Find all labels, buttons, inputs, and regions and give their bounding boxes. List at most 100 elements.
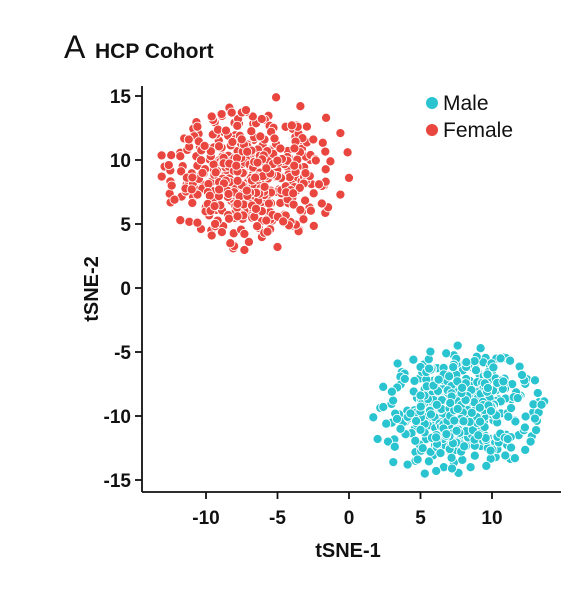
data-point-female [335,128,346,139]
data-point-male [410,435,421,446]
data-point-female [156,171,167,182]
data-point-female [289,143,300,154]
data-point-female [317,137,328,148]
data-point-male [392,358,403,369]
y-tick-label: 15 [110,87,132,108]
data-point-male [465,462,476,473]
data-point-male [466,407,477,418]
data-point-male [503,411,514,422]
data-point-female [186,184,197,195]
data-point-female [232,120,243,131]
data-point-female [236,134,247,145]
data-point-male [446,452,457,463]
data-point-male [415,424,426,435]
data-point-female [216,227,227,238]
data-point-male [415,401,426,412]
data-point-female [295,101,306,112]
data-point-male [431,432,442,443]
data-point-male [382,436,394,447]
data-point-female [252,221,263,232]
data-point-male [435,448,446,459]
data-point-female [320,146,331,157]
data-point-male [445,397,456,409]
data-point-female [204,190,215,201]
data-point-male [372,433,383,445]
data-point-male [419,468,430,479]
data-point-male [495,353,506,364]
data-point-female [227,136,238,148]
data-point-female [175,151,186,162]
data-point-male [395,423,406,434]
data-point-male [378,381,389,392]
data-point-male [525,436,536,447]
data-point-male [520,411,531,422]
data-point-female [305,205,316,216]
data-point-male [506,442,517,453]
data-point-female [199,140,210,151]
data-point-male [441,429,452,440]
data-point-male [505,355,516,366]
data-point-male [506,403,517,414]
data-point-male [529,375,541,386]
data-point-female [275,143,286,154]
data-point-female [269,133,280,144]
panel-letter: A [64,29,86,65]
x-ticks: -10 -5 0 5 10 [192,492,503,529]
data-point-male [498,376,509,387]
data-point-female [205,146,216,157]
data-point-male [532,387,543,399]
data-point-female [308,220,319,231]
data-point-male [536,399,547,410]
data-point-female [241,185,252,196]
data-point-male [512,393,523,404]
data-point-female [320,164,331,175]
x-tick-label: 5 [415,508,426,529]
data-point-male [409,375,420,386]
data-point-male [500,450,511,461]
data-point-male [482,369,493,380]
data-point-male [510,416,521,427]
data-point-female [308,188,319,199]
data-point-male [424,363,435,374]
data-point-male [459,441,470,452]
data-point-male [485,405,497,417]
legend: Male Female [426,92,513,142]
x-tick-label: -10 [192,508,219,529]
data-point-female [342,147,353,158]
data-point-female [300,195,311,206]
data-point-female [166,150,177,161]
data-point-female [223,213,235,224]
data-point-male [516,369,528,381]
data-point-female [163,160,174,171]
data-point-female [232,211,243,222]
data-point-female [343,172,355,183]
data-point-female [250,203,262,214]
data-point-male [391,413,403,424]
data-point-female [206,111,217,122]
legend-label-male: Male [443,92,489,115]
data-point-male [452,403,463,414]
data-point-female [239,228,250,239]
data-point-female [300,168,311,179]
data-point-male [425,409,436,420]
data-point-female [298,214,309,225]
data-point-female [232,198,243,209]
data-point-male [388,395,399,406]
x-axis-label: tSNE-1 [315,540,381,562]
data-point-female [250,172,261,183]
data-point-male [469,356,480,367]
data-point-female [214,184,225,195]
data-point-female [288,199,299,210]
data-point-female [255,131,266,142]
x-tick-label: -5 [269,508,286,529]
data-point-female [156,150,167,161]
data-point-male [473,430,484,441]
data-point-female [272,155,283,166]
data-point-female [325,156,336,167]
data-point-female [261,163,272,174]
data-point-female [262,226,273,237]
data-point-male [441,348,452,359]
points-layer [156,92,550,479]
data-point-female [335,189,346,200]
data-point-female [301,121,312,132]
